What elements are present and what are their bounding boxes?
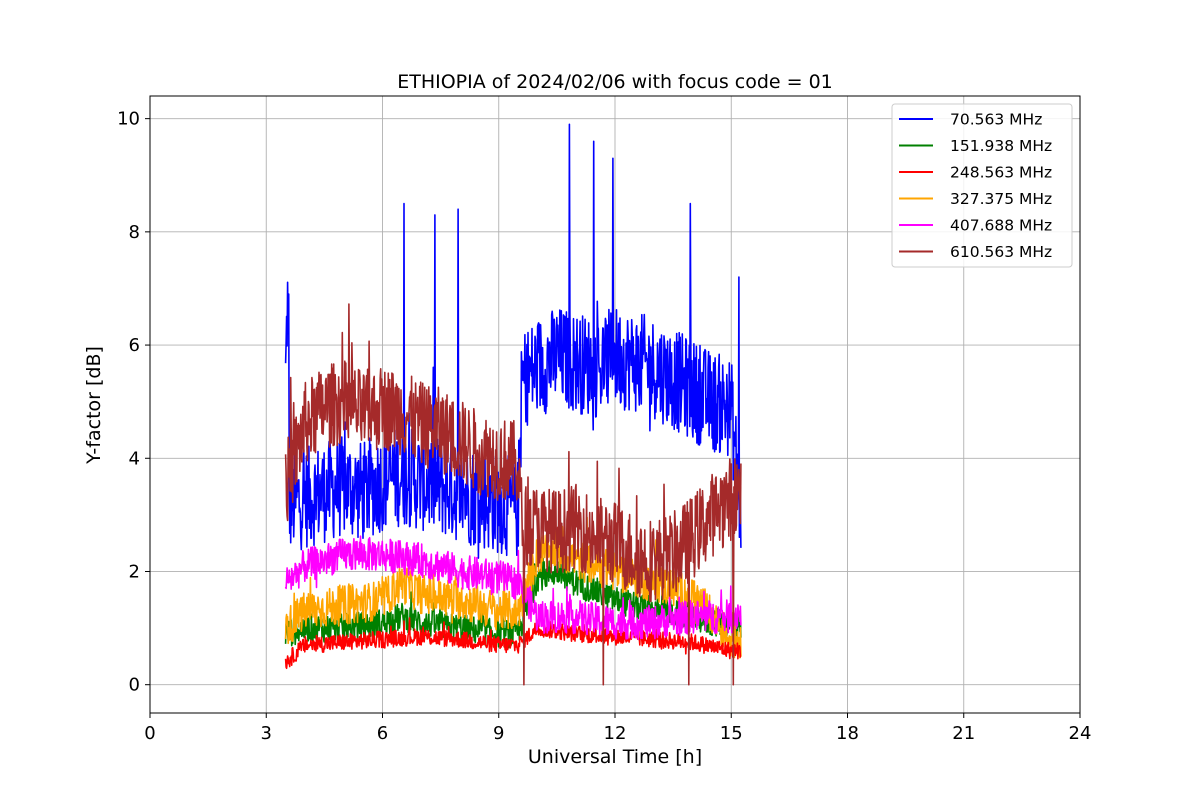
y-tick-label: 10 — [117, 109, 140, 130]
y-axis-label: Y-factor [dB] — [83, 346, 105, 465]
x-tick-label: 24 — [1069, 723, 1092, 744]
legend: 70.563 MHz 151.938 MHz 248.563 MHz 327.375 … — [891, 103, 1073, 268]
x-axis-label: Universal Time [h] — [528, 746, 702, 768]
x-tick-label: 0 — [144, 723, 155, 744]
x-tick-label: 9 — [493, 723, 504, 744]
legend-label: 327.375 MHz — [950, 190, 1052, 208]
chart-title: ETHIOPIA of 2024/02/06 with focus code =… — [397, 71, 833, 93]
series-layer — [284, 123, 742, 686]
y-axis-ticks: 0 2 4 6 8 10 — [117, 109, 150, 696]
x-tick-label: 15 — [720, 723, 743, 744]
x-axis-ticks: 0 3 6 9 12 15 18 21 24 — [144, 713, 1091, 744]
x-tick-label: 12 — [604, 723, 627, 744]
legend-box — [891, 103, 1073, 268]
legend-label: 610.563 MHz — [950, 243, 1052, 261]
x-tick-label: 6 — [377, 723, 388, 744]
series-line — [284, 535, 742, 641]
y-tick-label: 4 — [129, 448, 140, 469]
y-tick-label: 8 — [129, 222, 140, 243]
y-tick-label: 2 — [129, 561, 140, 582]
series-line — [284, 303, 742, 686]
x-tick-label: 21 — [952, 723, 975, 744]
y-tick-label: 6 — [129, 335, 140, 356]
y-tick-label: 0 — [129, 675, 140, 696]
legend-label: 151.938 MHz — [950, 137, 1052, 155]
series-line — [284, 516, 742, 659]
x-tick-label: 18 — [836, 723, 859, 744]
legend-label: 407.688 MHz — [950, 217, 1052, 235]
series-line — [284, 614, 742, 670]
x-tick-label: 3 — [261, 723, 272, 744]
legend-label: 248.563 MHz — [950, 164, 1052, 182]
legend-label: 70.563 MHz — [950, 111, 1042, 129]
